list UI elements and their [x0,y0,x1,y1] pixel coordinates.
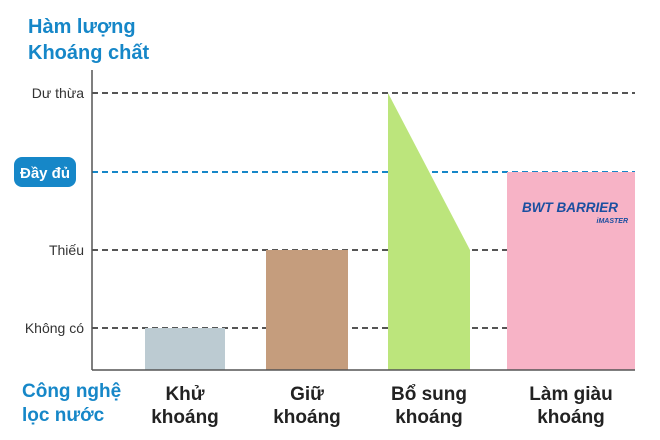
y-tick-label: Dư thừa [32,85,84,101]
bar [145,328,225,370]
x-axis-title-line1: Công nghệ [22,381,122,402]
x-tick-label: khoáng [395,407,463,428]
y-axis-title-line2: Khoáng chất [28,42,150,64]
bar [266,250,348,370]
x-axis-title: Công nghệ lọc nước [22,380,132,428]
bar [388,93,470,370]
bar-layer [145,93,635,370]
x-tick-label: Khử [165,384,204,405]
x-tick-label: khoáng [151,407,219,428]
y-tick-label: Đầy đủ [20,165,70,182]
y-tick-badge [14,157,76,187]
y-tick-label: Thiếu [49,242,84,258]
x-axis-title-line2: lọc nước [22,405,105,426]
brand-logo-subtext: iMASTER [597,218,629,225]
x-tick-label: Giữ [290,384,324,405]
y-tick-label: Không có [25,320,84,336]
bar [507,172,635,370]
x-tick-label: Bổ sung [391,384,467,405]
y-axis-title-line1: Hàm lượng [28,16,136,38]
y-axis-title: Hàm lượng Khoáng chất [28,14,149,66]
brand-logo: BWT BARRIER iMASTER [522,200,628,225]
x-tick-label: khoáng [273,407,341,428]
axis-layer [91,70,635,371]
x-tick-label: khoáng [537,407,605,428]
x-tick-label: Làm giàu [529,384,612,405]
brand-logo-text: BWT BARRIER [522,200,618,215]
